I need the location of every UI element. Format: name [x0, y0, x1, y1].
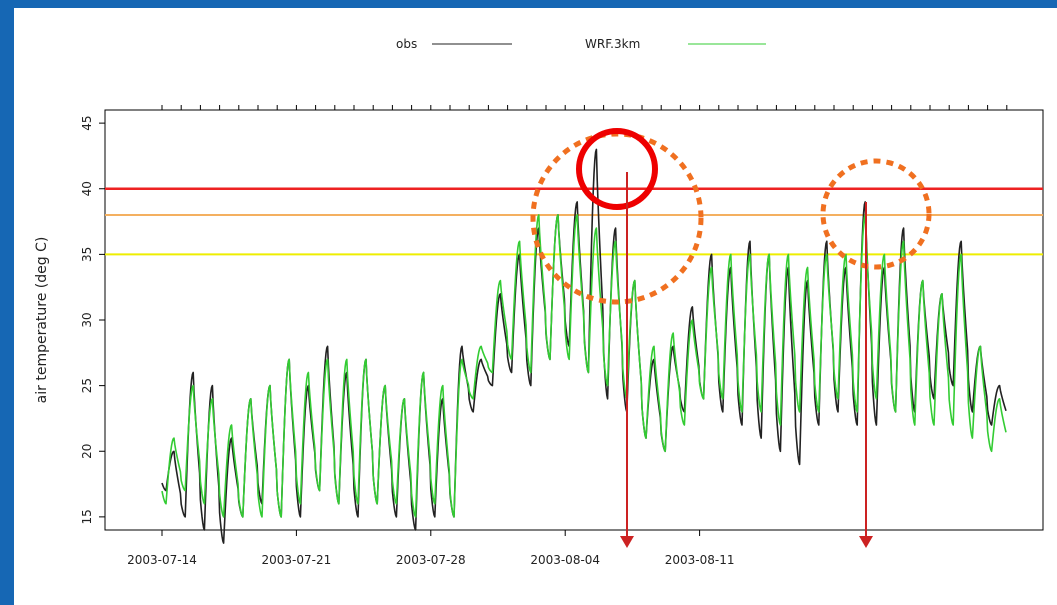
arrow-head-1 [620, 536, 634, 548]
arrow-head-2 [859, 536, 873, 548]
legend-label-wrf: WRF.3km [585, 37, 640, 51]
slide-panel: obs WRF.3km air temperature (deg C) 15 20… [14, 8, 1057, 605]
y-tick-label: 30 [80, 312, 94, 327]
y-tick-label: 25 [80, 378, 94, 393]
temperature-chart: obs WRF.3km air temperature (deg C) 15 20… [34, 37, 1044, 567]
dotted-circle-peak-2 [820, 158, 932, 270]
solid-circle-max [576, 128, 658, 210]
legend-label-obs: obs [396, 37, 417, 51]
x-tick-label: 2003-08-04 [530, 553, 600, 567]
x-tick-label: 2003-07-21 [262, 553, 332, 567]
x-tick-label: 2003-07-14 [127, 553, 197, 567]
y-tick-label: 15 [80, 509, 94, 524]
y-tick-label: 35 [80, 247, 94, 262]
x-tick-label: 2003-08-11 [665, 553, 735, 567]
axis-ticks: 15 20 25 30 35 40 45 2003-07-14 2003-07-21 2003-0… [80, 105, 1008, 567]
y-tick-label: 40 [80, 181, 94, 196]
y-axis-title: air temperature (deg C) [34, 237, 50, 404]
y-tick-label: 45 [80, 115, 94, 130]
annotations [530, 128, 932, 548]
series-line-WRF.3km [161, 214, 1007, 518]
legend: obs WRF.3km [396, 37, 766, 51]
x-tick-label: 2003-07-28 [396, 553, 466, 567]
series-lines [161, 148, 1007, 544]
y-tick-label: 20 [80, 444, 94, 459]
